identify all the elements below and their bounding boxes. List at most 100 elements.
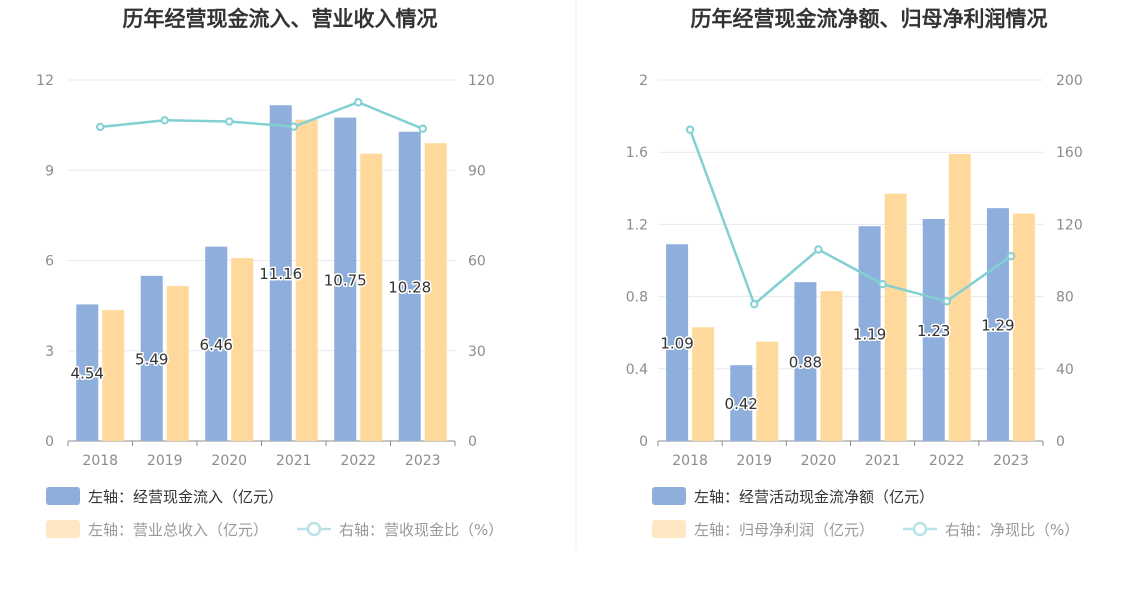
bar-data-label: 10.28 — [388, 278, 431, 296]
bar-series-2 — [424, 143, 447, 442]
bar-data-label: 1.19 — [853, 326, 886, 344]
legend-label: 左轴：营业总收入（亿元） — [88, 521, 268, 539]
left-axis-tick: 12 — [36, 73, 54, 89]
x-tick-label: 2020 — [211, 453, 247, 469]
bar-data-label: 1.29 — [981, 317, 1014, 335]
chart-2: 历年经营现金流净额、归母净利润情况 0 0.4 0.8 1.2 1.6 2 0 40 80 120 1… — [626, 7, 1083, 539]
bar-series-1 — [140, 275, 163, 441]
right-axis-tick: 30 — [468, 344, 486, 360]
legend-label: 左轴：归母净利润（亿元） — [694, 521, 874, 539]
right-axis-tick: 120 — [468, 73, 495, 89]
bar-series-2 — [884, 193, 907, 441]
bar-series-1 — [398, 131, 421, 441]
right-axis-tick: 0 — [1056, 434, 1065, 450]
bar-series-1 — [730, 365, 753, 441]
line-point — [354, 98, 363, 107]
right-axis-tick: 60 — [468, 254, 486, 270]
bar-series-2 — [692, 327, 715, 441]
line-point — [225, 117, 234, 126]
bar-series-1 — [666, 244, 689, 441]
line-point — [942, 297, 951, 306]
bar-data-label: 1.09 — [660, 335, 693, 353]
bar-data-label: 11.16 — [259, 265, 302, 283]
chart-title: 历年经营现金流入、营业收入情况 — [123, 7, 438, 31]
line-point — [814, 245, 823, 254]
bar-series-2 — [295, 119, 318, 442]
legend-swatch-bar-1 — [652, 487, 686, 505]
line-point — [685, 125, 695, 134]
left-axis-tick: 0.4 — [626, 362, 648, 378]
left-axis-tick: 2 — [639, 73, 648, 89]
bar-series-2 — [102, 310, 125, 441]
bar-data-label: 10.75 — [324, 271, 367, 289]
bar-series-2 — [166, 286, 189, 441]
x-tick-label: 2019 — [736, 453, 772, 469]
bar-data-label: 5.49 — [135, 350, 168, 368]
bar-series-1 — [334, 117, 357, 442]
line-series-3 — [688, 129, 1012, 307]
right-axis-tick: 120 — [1056, 217, 1083, 233]
bar-data-label: 0.88 — [789, 354, 822, 372]
bar-data-label: 4.54 — [71, 365, 104, 383]
legend-swatch-bar-2 — [652, 520, 686, 538]
left-axis-tick: 0 — [45, 434, 54, 450]
line-point — [160, 116, 169, 125]
left-axis-tick: 1.2 — [626, 217, 648, 233]
right-axis-tick: 200 — [1056, 73, 1083, 89]
right-axis-tick: 90 — [468, 163, 486, 179]
right-axis-tick: 0 — [468, 434, 477, 450]
legend-label: 左轴：经营活动现金流净额（亿元） — [694, 488, 934, 506]
bar-series-2 — [756, 341, 779, 441]
x-tick-label: 2023 — [405, 453, 441, 469]
bar-series-2 — [948, 154, 971, 441]
right-axis-tick: 80 — [1056, 290, 1074, 306]
left-axis-tick: 0.8 — [626, 290, 648, 306]
right-axis-tick: 160 — [1056, 145, 1083, 161]
legend-label: 左轴：经营现金流入（亿元） — [88, 488, 283, 506]
bar-series-1 — [269, 105, 292, 442]
right-axis-tick: 40 — [1056, 362, 1074, 378]
bar-series-2 — [360, 153, 383, 441]
bar-series-1 — [986, 208, 1009, 441]
line-series-3 — [100, 100, 424, 130]
left-axis-tick: 6 — [45, 254, 54, 270]
line-point — [878, 279, 887, 289]
bar-series-1 — [922, 218, 945, 441]
left-axis-tick: 0 — [639, 434, 648, 450]
bar-data-label: 0.42 — [725, 395, 758, 413]
legend-swatch-point — [306, 521, 322, 537]
x-tick-label: 2019 — [147, 453, 183, 469]
legend-label: 右轴：净现比（%） — [945, 521, 1079, 539]
left-axis-tick: 3 — [45, 344, 54, 360]
bar-series-1 — [794, 282, 817, 441]
line-point — [96, 122, 105, 132]
line-point — [750, 299, 759, 309]
x-tick-label: 2021 — [276, 453, 312, 469]
bar-series-1 — [205, 246, 228, 441]
bar-series-2 — [1012, 213, 1035, 441]
bar-series-2 — [231, 258, 254, 441]
x-tick-label: 2022 — [929, 453, 965, 469]
line-point — [418, 124, 427, 133]
x-tick-label: 2023 — [993, 453, 1029, 469]
legend-label: 右轴：营收现金比（%） — [339, 521, 503, 539]
legend-swatch-bar-2 — [46, 520, 80, 538]
bar-data-label: 6.46 — [200, 336, 233, 354]
bar-series-2 — [820, 291, 843, 441]
line-point — [1006, 251, 1016, 261]
legend-swatch-point — [912, 521, 928, 537]
x-tick-label: 2020 — [801, 453, 837, 469]
left-axis-tick: 1.6 — [626, 145, 648, 161]
x-tick-label: 2022 — [340, 453, 376, 469]
left-axis-tick: 9 — [45, 163, 54, 179]
x-tick-label: 2018 — [82, 453, 118, 469]
x-tick-label: 2021 — [865, 453, 901, 469]
legend-swatch-bar-1 — [46, 487, 80, 505]
x-tick-label: 2018 — [672, 453, 708, 469]
line-point — [289, 122, 298, 131]
bar-data-label: 1.23 — [917, 322, 950, 340]
bar-series-1 — [76, 304, 99, 441]
chart-title: 历年经营现金流净额、归母净利润情况 — [691, 7, 1048, 31]
